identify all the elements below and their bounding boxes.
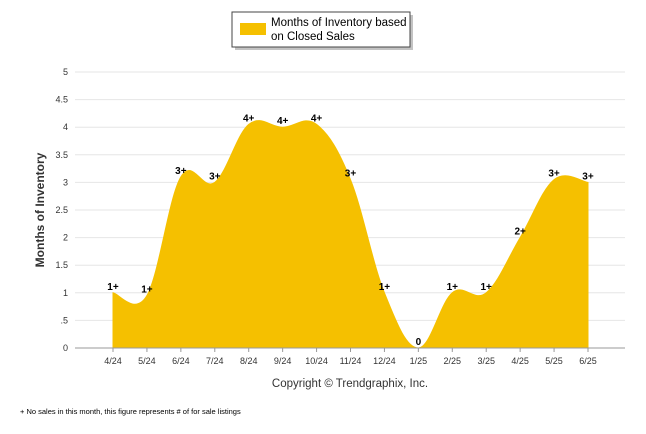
legend-label-line2: on Closed Sales	[271, 31, 355, 43]
x-tick-label: 2/25	[444, 356, 462, 366]
data-label: 4+	[311, 113, 323, 124]
x-tick-label: 6/24	[172, 356, 190, 366]
x-tick-label: 11/24	[340, 356, 362, 366]
x-tick-label: 4/25	[511, 356, 529, 366]
y-tick-label: 1	[63, 288, 68, 298]
y-tick-label: 0	[63, 343, 68, 353]
data-label: 0	[416, 337, 422, 348]
y-axis-ticks: 0 .5 1 1.5 2 2.5 3 3.5 4 4.5 5	[55, 67, 68, 353]
data-label: 4+	[243, 113, 255, 124]
x-tick-label: 10/24	[305, 356, 328, 366]
y-tick-label: 4	[63, 122, 68, 132]
x-tick-label: 5/25	[545, 356, 563, 366]
legend-label-line1: Months of Inventory based	[271, 17, 407, 29]
y-axis-label: Months of Inventory	[33, 152, 47, 267]
data-label: 3+	[582, 171, 594, 182]
copyright: Copyright © Trendgraphix, Inc.	[272, 378, 428, 390]
y-tick-label: 2.5	[55, 205, 68, 215]
x-tick-label: 4/24	[104, 356, 122, 366]
x-tick-label: 9/24	[274, 356, 292, 366]
x-axis-ticks: 4/24 5/24 6/24 7/24 8/24 9/24 10/24 11/24 12/24 1…	[104, 348, 597, 366]
footnote: + No sales in this month, this figure re…	[20, 407, 241, 416]
data-label: 3+	[345, 169, 357, 180]
x-tick-label: 6/25	[579, 356, 597, 366]
data-label: 4+	[277, 116, 289, 127]
x-tick-label: 3/25	[477, 356, 495, 366]
data-label: 3+	[548, 169, 560, 180]
data-label: 1+	[379, 282, 391, 293]
y-tick-label: .5	[60, 315, 68, 325]
legend: Months of Inventory based on Closed Sale…	[231, 11, 413, 50]
legend-swatch	[240, 23, 266, 35]
x-tick-label: 1/25	[410, 356, 428, 366]
y-tick-label: 5	[63, 67, 68, 77]
x-tick-label: 12/24	[373, 356, 396, 366]
data-labels: 1+ 1+ 3+ 3+ 4+ 4+ 4+ 3+ 1+ 0 1+ 1+ 2+ 3+ 3+	[107, 113, 594, 348]
data-label: 1+	[447, 282, 459, 293]
data-label: 1+	[481, 282, 493, 293]
data-label: 1+	[107, 282, 119, 293]
x-tick-label: 7/24	[206, 356, 224, 366]
y-tick-label: 1.5	[55, 260, 68, 270]
area-series	[112, 120, 589, 349]
data-label: 2+	[514, 227, 526, 238]
y-tick-label: 3	[63, 177, 68, 187]
data-label: 1+	[141, 285, 153, 296]
data-label: 3+	[175, 166, 187, 177]
x-tick-label: 5/24	[138, 356, 156, 366]
y-tick-label: 4.5	[55, 95, 68, 105]
y-tick-label: 3.5	[55, 150, 68, 160]
y-tick-label: 2	[63, 233, 68, 243]
x-tick-label: 8/24	[240, 356, 258, 366]
data-label: 3+	[209, 171, 221, 182]
